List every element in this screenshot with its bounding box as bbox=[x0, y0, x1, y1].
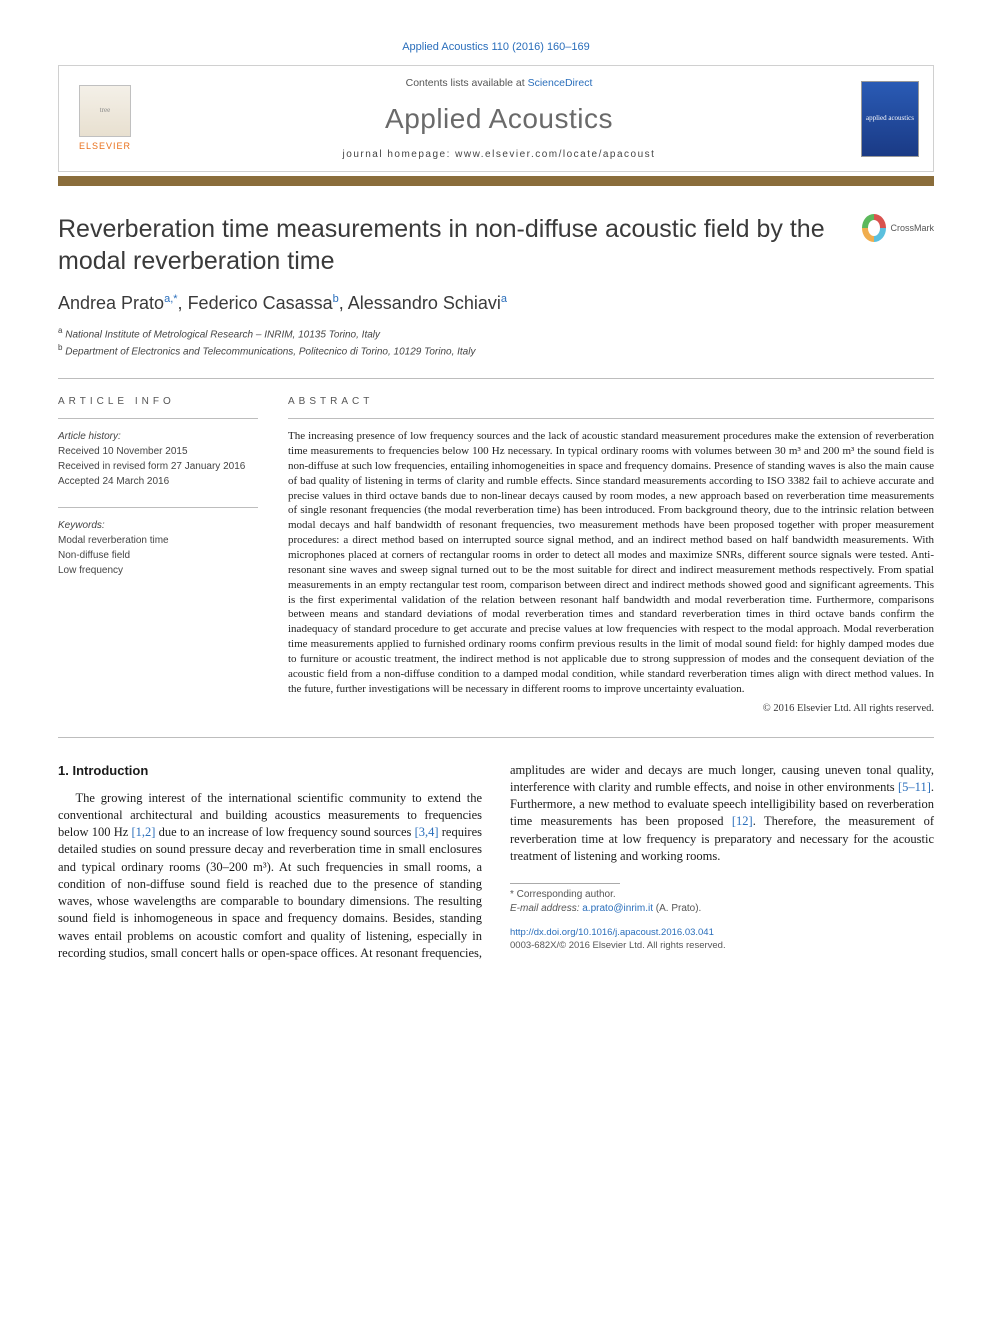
body-text: 1. Introduction The growing interest of … bbox=[58, 762, 934, 962]
affiliations: a National Institute of Metrological Res… bbox=[58, 325, 934, 360]
journal-cover-thumbnail: applied acoustics bbox=[861, 81, 919, 157]
revised-date: Received in revised form 27 January 2016 bbox=[58, 459, 258, 474]
article-title: Reverberation time measurements in non-d… bbox=[58, 214, 842, 277]
journal-name: Applied Acoustics bbox=[153, 100, 845, 138]
journal-homepage: journal homepage: www.elsevier.com/locat… bbox=[153, 148, 845, 162]
email-link[interactable]: a.prato@inrim.it bbox=[582, 903, 653, 914]
homepage-url[interactable]: www.elsevier.com/locate/apacoust bbox=[455, 149, 655, 160]
citation-link[interactable]: [12] bbox=[732, 814, 753, 828]
color-bar bbox=[58, 176, 934, 186]
doi-block: http://dx.doi.org/10.1016/j.apacoust.201… bbox=[510, 926, 934, 952]
elsevier-logo: tree ELSEVIER bbox=[73, 83, 137, 155]
author-list: Andrea Pratoa,*, Federico Casassab, Ales… bbox=[58, 291, 934, 315]
keywords-label: Keywords: bbox=[58, 520, 105, 531]
doi-link[interactable]: http://dx.doi.org/10.1016/j.apacoust.201… bbox=[510, 927, 714, 938]
article-info-heading: article info bbox=[58, 395, 258, 409]
citation-link[interactable]: [3,4] bbox=[415, 825, 439, 839]
copyright-line: © 2016 Elsevier Ltd. All rights reserved… bbox=[288, 702, 934, 716]
citation-link[interactable]: [1,2] bbox=[132, 825, 156, 839]
section-heading: 1. Introduction bbox=[58, 762, 482, 780]
crossmark-badge[interactable]: CrossMark bbox=[862, 214, 934, 242]
author: Alessandro Schiavia bbox=[348, 293, 507, 313]
sciencedirect-link[interactable]: ScienceDirect bbox=[528, 77, 593, 89]
citation-line: Applied Acoustics 110 (2016) 160–169 bbox=[58, 40, 934, 55]
keyword: Low frequency bbox=[58, 563, 258, 578]
history-label: Article history: bbox=[58, 431, 121, 442]
crossmark-icon bbox=[862, 214, 886, 242]
abstract-text: The increasing presence of low frequency… bbox=[288, 429, 934, 696]
article-info-column: article info Article history: Received 1… bbox=[58, 395, 258, 717]
accepted-date: Accepted 24 March 2016 bbox=[58, 474, 258, 489]
issn-line: 0003-682X/© 2016 Elsevier Ltd. All right… bbox=[510, 939, 934, 952]
author: Federico Casassab bbox=[188, 293, 339, 313]
keyword: Non-diffuse field bbox=[58, 548, 258, 563]
abstract-column: abstract The increasing presence of low … bbox=[288, 395, 934, 717]
contents-available: Contents lists available at ScienceDirec… bbox=[153, 76, 845, 90]
journal-header: tree ELSEVIER Contents lists available a… bbox=[58, 65, 934, 172]
received-date: Received 10 November 2015 bbox=[58, 444, 258, 459]
abstract-heading: abstract bbox=[288, 395, 934, 409]
keyword: Modal reverberation time bbox=[58, 533, 258, 548]
corresponding-author-footnote: * Corresponding author. E-mail address: … bbox=[510, 883, 934, 916]
author: Andrea Pratoa,* bbox=[58, 293, 178, 313]
citation-link[interactable]: [5–11] bbox=[898, 780, 931, 794]
